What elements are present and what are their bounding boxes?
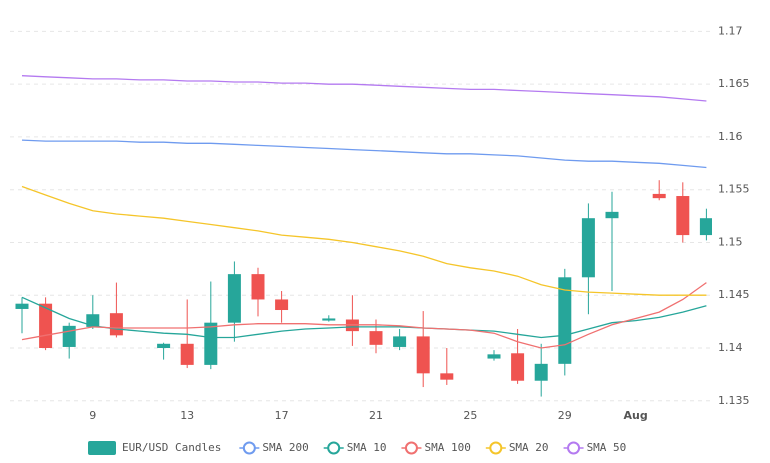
y-tick-label: 1.16 <box>718 130 743 143</box>
candle-body <box>157 343 171 349</box>
y-tick-label: 1.15 <box>718 235 743 248</box>
x-tick-label: 21 <box>369 409 383 422</box>
candle-body <box>440 373 454 380</box>
legend-marker <box>327 441 341 455</box>
sma-line <box>21 75 707 102</box>
candle-body <box>534 363 548 381</box>
sma-line <box>21 185 707 296</box>
candle-body <box>487 354 501 359</box>
legend-swatch <box>88 441 116 455</box>
candle-body <box>180 343 194 365</box>
sma-line <box>21 296 707 339</box>
candle-body <box>558 277 572 364</box>
candle-body <box>62 325 76 347</box>
candle-body <box>275 299 289 311</box>
legend-label: SMA 20 <box>509 441 549 454</box>
legend-label: SMA 100 <box>424 441 470 454</box>
candle-body <box>109 313 123 336</box>
legend-label: EUR/USD Candles <box>122 441 221 454</box>
legend-marker <box>567 441 581 455</box>
legend: EUR/USD Candles SMA 200 SMA 10 SMA 100 SMA 2… <box>88 441 626 455</box>
legend-label: SMA 10 <box>347 441 387 454</box>
candle-body <box>251 274 265 300</box>
candle-body <box>369 331 383 345</box>
candle-body <box>605 211 619 219</box>
y-tick-label: 1.14 <box>718 341 743 354</box>
x-tick-label: 13 <box>180 409 194 422</box>
y-tick-label: 1.155 <box>718 183 750 196</box>
y-tick-label: 1.17 <box>718 24 743 37</box>
candle-body <box>416 336 430 374</box>
grid <box>10 30 712 402</box>
x-tick-label: 9 <box>89 409 96 422</box>
plot-area <box>15 75 712 397</box>
candle-body <box>86 314 100 327</box>
candle-body <box>393 336 407 347</box>
candle-body <box>699 218 712 236</box>
candle-body <box>322 318 336 321</box>
candle-body <box>676 196 690 236</box>
legend-marker <box>489 441 503 455</box>
x-tick-label: 25 <box>463 409 477 422</box>
x-tick-label: 29 <box>558 409 572 422</box>
legend-marker <box>404 441 418 455</box>
sma-line <box>21 282 707 349</box>
candle-body <box>204 322 218 365</box>
candle-body <box>227 274 241 323</box>
candle-body <box>15 303 29 309</box>
x-tick-label: 17 <box>275 409 289 422</box>
candle-body <box>652 193 666 199</box>
legend-label: SMA 200 <box>262 441 308 454</box>
y-tick-label: 1.145 <box>718 288 750 301</box>
candle-body <box>39 303 53 349</box>
sma-line <box>21 139 707 169</box>
legend-label: SMA 50 <box>587 441 627 454</box>
y-tick-label: 1.135 <box>718 394 750 407</box>
x-tick-label: Aug <box>623 409 647 422</box>
legend-marker <box>242 441 256 455</box>
candle-body <box>511 353 525 381</box>
axes: 1.135 1.14 1.145 1.15 1.155 1.16 1.165 1.17 9 13 1… <box>89 24 749 422</box>
y-tick-label: 1.165 <box>718 77 750 90</box>
candle-body <box>581 218 595 278</box>
